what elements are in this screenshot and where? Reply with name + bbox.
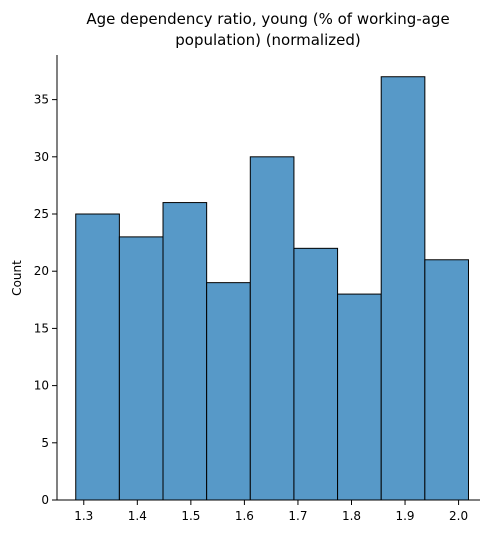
y-tick-label-15: 15 [34, 321, 49, 335]
y-tick-label-25: 25 [34, 207, 49, 221]
x-tick-label-1.5: 1.5 [181, 509, 200, 523]
x-tick-label-1.8: 1.8 [342, 509, 361, 523]
x-tick-label-1.6: 1.6 [235, 509, 254, 523]
histogram-bar-9 [424, 259, 469, 501]
y-tick-label-0: 0 [41, 493, 49, 507]
y-tick-label-20: 20 [34, 264, 49, 278]
x-tick-label-1.9: 1.9 [395, 509, 414, 523]
y-tick-label-10: 10 [34, 379, 49, 393]
histogram-bar-5 [249, 156, 295, 501]
y-tick-label-35: 35 [34, 93, 49, 107]
chart-title-line-2: population) (normalized) [175, 31, 361, 49]
x-tick-label-1.7: 1.7 [288, 509, 307, 523]
histogram-bar-8 [380, 76, 426, 501]
histogram-bar-2 [118, 236, 164, 501]
histogram-bar-6 [293, 247, 339, 501]
axes-group: 0 5 10 15 20 25 30 35 1.3 1.4 1.5 1.6 1.7 1.8 1.9 2.0 [34, 55, 480, 523]
x-tick-label-1.4: 1.4 [128, 509, 147, 523]
histogram-bar-1 [75, 213, 120, 501]
histogram-bar-4 [206, 282, 251, 501]
histogram-bar-3 [162, 202, 208, 501]
bars-group [75, 76, 469, 501]
x-tick-label-2.0: 2.0 [449, 509, 468, 523]
y-axis-label: Count [10, 260, 24, 296]
y-tick-label-30: 30 [34, 150, 49, 164]
y-tick-label-5: 5 [41, 436, 49, 450]
x-tick-label-1.3: 1.3 [74, 509, 93, 523]
chart-title-line-1: Age dependency ratio, young (% of workin… [86, 10, 449, 28]
histogram-bar-7 [337, 293, 382, 501]
